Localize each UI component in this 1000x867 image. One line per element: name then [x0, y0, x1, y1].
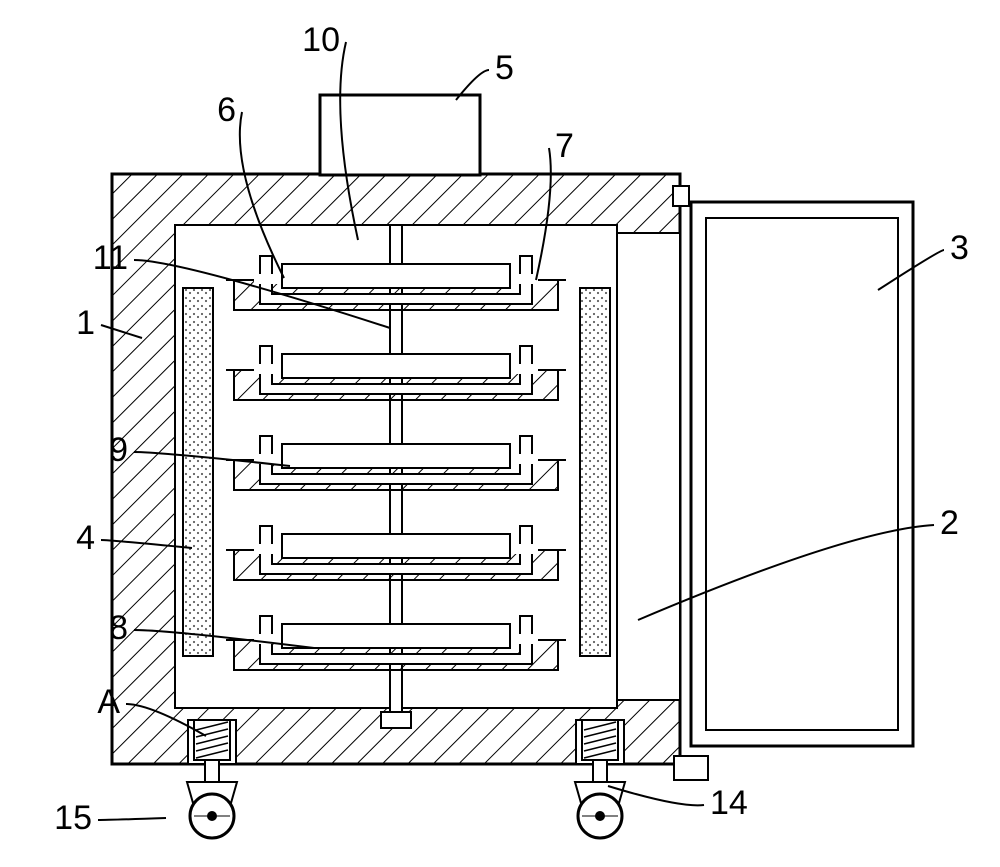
label-6: 6 [217, 91, 236, 129]
spring [582, 720, 618, 760]
heating-panel-left [183, 288, 213, 656]
label-10: 10 [302, 21, 340, 59]
inner-tray [282, 354, 510, 378]
label-7: 7 [555, 127, 574, 165]
spring [194, 720, 230, 760]
label-3: 3 [950, 229, 969, 267]
door-inner [706, 218, 898, 730]
label-15: 15 [54, 799, 92, 837]
leader-15 [98, 818, 166, 820]
label-4: 4 [76, 519, 95, 557]
label-14: 14 [710, 784, 748, 822]
label-1: 1 [76, 304, 95, 342]
label-2: 2 [940, 504, 959, 542]
foot-stem [593, 760, 607, 782]
door-latch [674, 756, 708, 780]
shaft-bearing [381, 712, 411, 728]
inner-tray [282, 534, 510, 558]
label-8: 8 [109, 609, 128, 647]
inner-tray [282, 624, 510, 648]
label-A: A [97, 683, 120, 721]
label-9: 9 [109, 431, 128, 469]
body-opening [617, 233, 680, 700]
label-11: 11 [93, 239, 128, 277]
foot-stem [205, 760, 219, 782]
inner-tray [282, 444, 510, 468]
door-hinge [673, 186, 689, 206]
inner-tray [282, 264, 510, 288]
label-5: 5 [495, 49, 514, 87]
heating-panel-right [580, 288, 610, 656]
